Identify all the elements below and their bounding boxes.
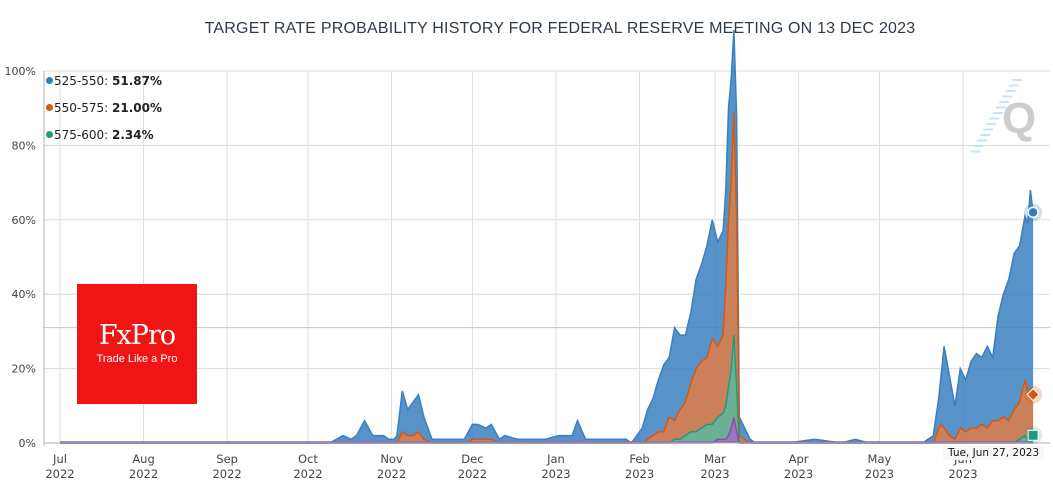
legend-label: 575-600 — [54, 128, 105, 142]
area-575-600 — [60, 335, 1034, 443]
x-tick-month: Feb — [629, 452, 649, 466]
area-525-550 — [60, 30, 1034, 443]
legend-dot-icon — [46, 77, 53, 84]
line-525-550 — [60, 30, 1034, 445]
ad-brand: FxPro — [98, 320, 176, 351]
marker-550-575 — [1026, 387, 1040, 402]
y-tick-label: 80% — [12, 139, 36, 152]
x-tick-month: Jan — [546, 452, 565, 466]
legend-item-525-550[interactable]: 525-550: 51.87% — [46, 74, 162, 88]
x-tick-year: 2022 — [129, 467, 158, 481]
x-tick-year: 2023 — [784, 467, 813, 481]
x-tick-month: Nov — [380, 452, 403, 466]
line-550-575 — [60, 111, 1034, 444]
x-tick-year: 2022 — [212, 467, 241, 481]
x-tick-year: 2023 — [948, 467, 977, 481]
chart-title: TARGET RATE PROBABILITY HISTORY FOR FEDE… — [204, 20, 916, 37]
hover-date-tooltip: Tue, Jun 27, 2023 — [943, 446, 1045, 460]
y-tick-label: 100% — [5, 65, 36, 78]
legend-dot-icon — [46, 131, 53, 138]
legend-label: 525-550 — [54, 74, 105, 88]
y-tick-label: 0% — [19, 437, 36, 450]
gridlines — [44, 70, 1050, 444]
x-tick-month: Sep — [216, 452, 238, 466]
watermark-q-icon: Q — [970, 79, 1036, 153]
x-tick-month: May — [868, 452, 892, 466]
x-tick-year: 2023 — [700, 467, 729, 481]
x-tick-year: 2022 — [293, 467, 322, 481]
legend-item-575-600[interactable]: 575-600: 2.34% — [46, 128, 154, 142]
legend-item-550-575[interactable]: 550-575: 21.00% — [46, 101, 162, 115]
x-tick-month: Jul — [52, 452, 67, 466]
marker-575-600 — [1027, 429, 1039, 441]
ad-tagline: Trade Like a Pro — [96, 353, 178, 365]
y-tick-label: 60% — [12, 214, 36, 227]
y-tick-label: 20% — [12, 363, 36, 376]
x-tick-year: 2023 — [541, 467, 570, 481]
hover-markers — [1024, 203, 1043, 445]
x-tick-year: 2022 — [45, 467, 74, 481]
legend-value: 51.87% — [112, 74, 162, 88]
area-550-575 — [60, 111, 1034, 444]
axes: 0%20%40%60%80%100%Jul2022Aug2022Sep2022O… — [5, 65, 1050, 481]
x-tick-month: Mar — [704, 452, 726, 466]
marker-525-550 — [1027, 206, 1039, 219]
x-tick-year: 2023 — [625, 467, 654, 481]
watermark-letter: Q — [1002, 94, 1036, 143]
x-tick-year: 2022 — [458, 467, 487, 481]
fxpro-ad-logo[interactable]: FxPro Trade Like a Pro — [77, 284, 197, 404]
line-575-600 — [60, 335, 1034, 444]
legend-value: 2.34% — [112, 128, 154, 142]
x-tick-month: Oct — [298, 452, 318, 466]
x-tick-month: Apr — [789, 452, 809, 466]
x-tick-month: Dec — [461, 452, 483, 466]
x-tick-year: 2023 — [865, 467, 894, 481]
series-areas — [60, 30, 1034, 445]
legend-value: 21.00% — [112, 101, 162, 115]
x-tick-month: Aug — [132, 452, 154, 466]
legend-dot-icon — [46, 104, 53, 111]
legend-label: 550-575 — [54, 101, 105, 115]
x-tick-year: 2022 — [377, 467, 406, 481]
y-tick-label: 40% — [12, 288, 36, 301]
